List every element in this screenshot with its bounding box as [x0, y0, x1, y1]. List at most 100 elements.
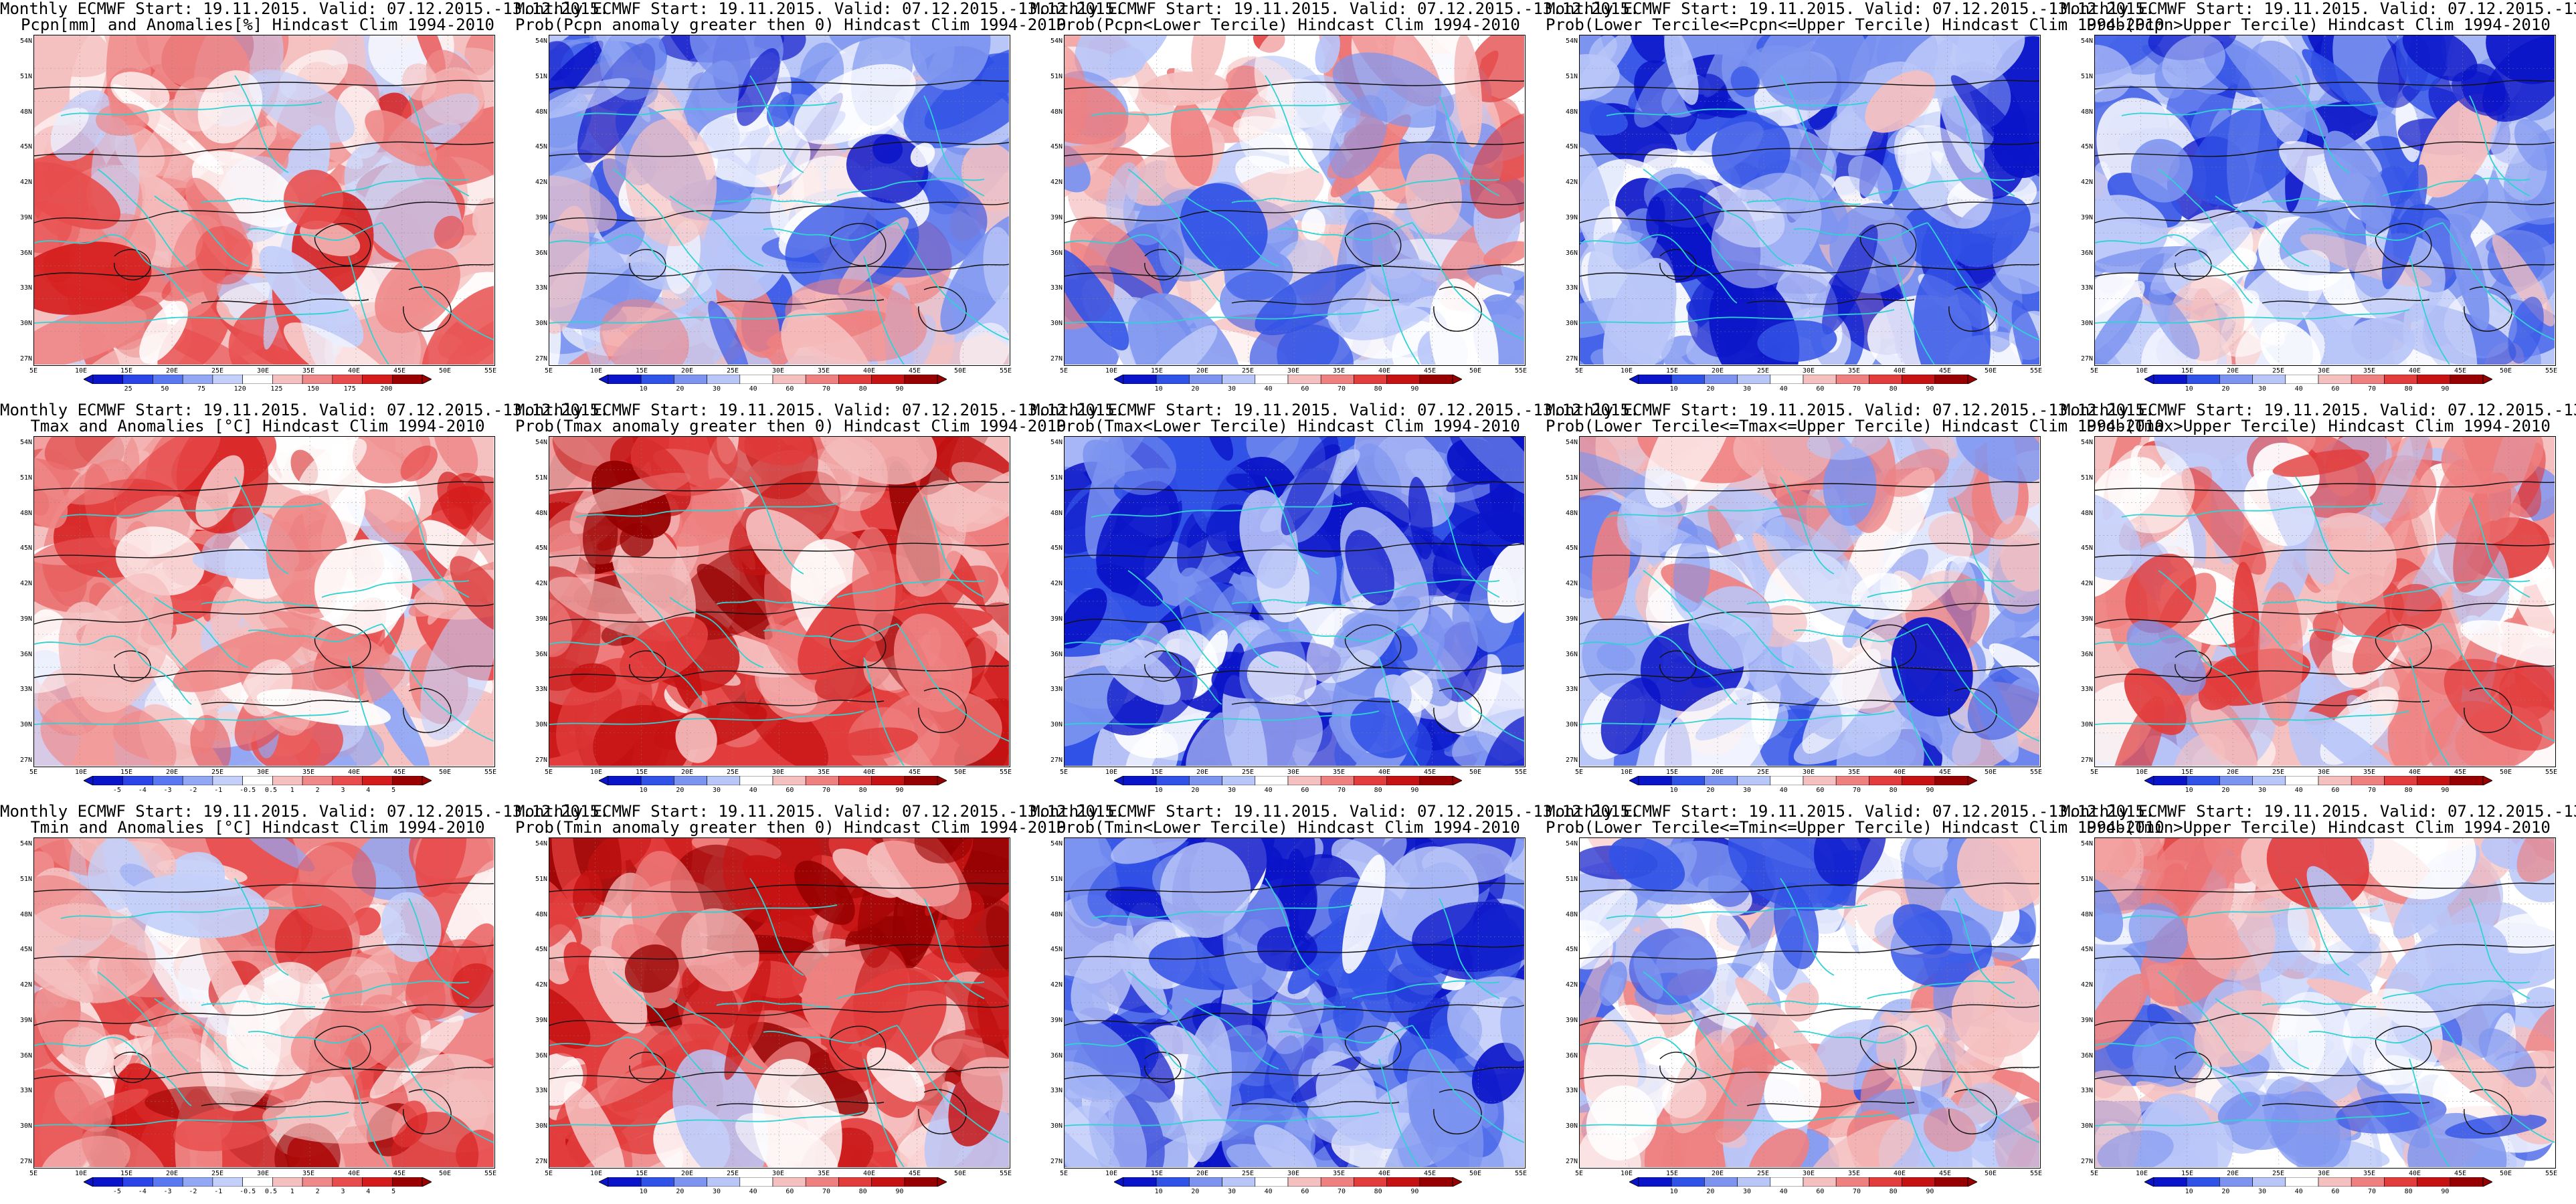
longitude-label: 45E — [909, 769, 921, 776]
coastline — [897, 623, 1009, 742]
coastline — [1954, 898, 2015, 999]
colorbar-tick-label: -0.5 — [240, 787, 256, 794]
longitude-label: 15E — [120, 1170, 133, 1177]
contour-line — [2262, 1101, 2430, 1108]
coastline — [348, 1058, 389, 1167]
longitude-label: 5E — [1060, 1170, 1069, 1177]
colorbar-ticks: 10 20 30 40 60 70 80 90 — [1629, 1188, 1977, 1197]
coastline — [575, 503, 838, 518]
colorbar-tick-label: 70 — [1853, 385, 1861, 393]
latitude-label: 48N — [1566, 509, 1578, 517]
latitude-label: 30N — [2081, 1122, 2094, 1130]
forecast-panel: Monthly ECMWF Start: 19.11.2015. Valid: … — [2061, 803, 2576, 1204]
colorbar-tick-label: 125 — [270, 385, 283, 393]
colorbar-tick-label: 80 — [1889, 1188, 1898, 1195]
longitude-label: 55E — [1515, 367, 1528, 375]
contour-line — [549, 603, 1009, 625]
colorbar-tick-label: 80 — [2404, 385, 2413, 393]
contour-line — [201, 700, 369, 706]
longitude-label: 35E — [302, 1170, 315, 1177]
coastline — [1954, 95, 2015, 197]
longitude-label: 40E — [863, 367, 876, 375]
latitude-label: 45N — [1566, 143, 1578, 151]
colorbar-tick-label: 70 — [822, 787, 831, 794]
coastline — [1793, 222, 1928, 241]
colorbar-tick-label: 10 — [639, 385, 648, 393]
latitude-label: 36N — [1050, 249, 1063, 257]
coastline — [1580, 710, 1895, 725]
panel-title-line1: Monthly ECMWF Start: 19.11.2015. Valid: … — [1546, 0, 2155, 18]
longitude-label: 30E — [772, 367, 785, 375]
latitude-label: 51N — [1050, 875, 1063, 883]
colorbar-tick-label: 40 — [1779, 1188, 1788, 1195]
coastline — [897, 222, 1009, 340]
colorbar-tick-label: 90 — [2441, 385, 2450, 393]
panel-title-line1: Monthly ECMWF Start: 19.11.2015. Valid: … — [515, 0, 1125, 18]
contour-line — [716, 298, 885, 305]
coastline — [716, 197, 831, 205]
longitude-label: 40E — [348, 1170, 361, 1177]
longitude-label: 40E — [1894, 769, 1906, 776]
longitude-label: 5E — [1575, 367, 1584, 375]
panel-title-line1: Monthly ECMWF Start: 19.11.2015. Valid: … — [1030, 401, 1640, 419]
colorbar — [2144, 1177, 2492, 1187]
latitude-label: 36N — [2081, 1051, 2094, 1060]
colorbar-tick-label: 40 — [749, 787, 757, 794]
contour-line — [1065, 1004, 1524, 1026]
forecast-panel: Monthly ECMWF Start: 19.11.2015. Valid: … — [515, 803, 1124, 1204]
latitude-label: 39N — [20, 615, 33, 623]
contour-line — [1344, 624, 1402, 668]
colorbar-tick-label: 20 — [1706, 787, 1715, 794]
panel-title-line2: Prob(Tmax<Lower Tercile) Hindcast Clim 1… — [1056, 417, 1520, 435]
forecast-map — [549, 35, 1010, 366]
coastline — [2121, 503, 2383, 518]
coastline — [381, 623, 494, 742]
coastline — [2442, 623, 2555, 742]
latitude-label: 48N — [2081, 108, 2094, 116]
longitude-label: 50E — [1985, 1170, 1997, 1177]
longitude-label: 5E — [545, 367, 553, 375]
longitude-label: 15E — [2181, 1170, 2194, 1177]
forecast-map — [1064, 436, 1526, 767]
latitude-label: 42N — [2081, 179, 2094, 187]
contour-line — [2175, 1051, 2212, 1084]
colorbar-tick-label: 30 — [1743, 385, 1752, 393]
colorbar-tick-label: 80 — [1374, 385, 1382, 393]
longitude-label: 20E — [166, 1170, 179, 1177]
longitude-label: 10E — [2136, 367, 2148, 375]
longitude-label: 30E — [1287, 1170, 1300, 1177]
contour-line — [918, 688, 967, 733]
latitude-label: 33N — [535, 686, 548, 694]
latitude-label: 48N — [2081, 509, 2094, 517]
longitude-label: 35E — [818, 769, 830, 776]
panel-title-line2: Prob(Pcpn>Upper Tercile) Hindcast Clim 1… — [2086, 15, 2551, 34]
longitude-label: 15E — [636, 367, 648, 375]
contour-line — [114, 249, 151, 281]
latitude-label: 27N — [1050, 1158, 1063, 1165]
latitude-label: 33N — [1566, 284, 1578, 292]
latitude-label: 39N — [1050, 1016, 1063, 1024]
coastline — [1927, 222, 2039, 340]
latitude-label: 30N — [1050, 721, 1063, 729]
latitude-label: 36N — [20, 1051, 33, 1060]
coastline — [1580, 635, 1738, 705]
contour-line — [2262, 700, 2430, 706]
latitude-label: 33N — [20, 686, 33, 694]
contour-line — [1948, 286, 1997, 332]
coastline — [1439, 496, 1500, 598]
coastline — [897, 1025, 1009, 1143]
longitude-label: 35E — [1333, 769, 1346, 776]
coastline — [1265, 878, 1319, 976]
colorbar-tick-label: 20 — [676, 787, 684, 794]
longitude-label: 50E — [1469, 367, 1482, 375]
longitude-label: 50E — [2500, 367, 2512, 375]
contour-line — [1065, 882, 1524, 893]
coastline — [1412, 1025, 1524, 1143]
longitude-label: 55E — [1000, 367, 1012, 375]
contour-line — [1231, 700, 1400, 706]
coastline — [201, 197, 316, 205]
latitude-label: 45N — [1050, 143, 1063, 151]
colorbar-tick-label: 10 — [1154, 1188, 1163, 1195]
colorbar-tick-label: 40 — [1264, 1188, 1273, 1195]
colorbar-tick-label: 3 — [341, 787, 345, 794]
